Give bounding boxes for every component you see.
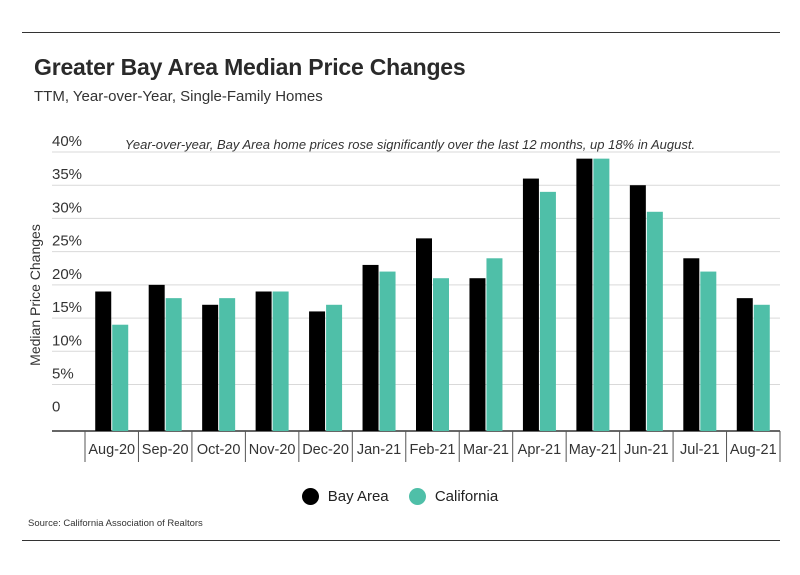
- bar-california: [379, 271, 396, 431]
- y-tick-label: 30%: [52, 199, 82, 216]
- source-note: Source: California Association of Realto…: [28, 518, 203, 529]
- bar-california: [700, 271, 717, 431]
- y-tick-label: 5%: [52, 366, 74, 383]
- x-tick-label: May-21: [569, 442, 617, 458]
- bar-bay-area: [255, 291, 272, 431]
- bar-california: [593, 158, 610, 431]
- bar-california: [219, 298, 236, 431]
- bar-bay-area: [736, 298, 753, 431]
- y-tick-label: 10%: [52, 332, 82, 349]
- x-tick-label: Aug-20: [88, 442, 135, 458]
- x-tick-label: Apr-21: [518, 442, 562, 458]
- x-tick-label: Dec-20: [302, 442, 349, 458]
- bar-bay-area: [148, 284, 165, 431]
- legend-item-bay-area: Bay Area: [301, 488, 389, 505]
- bar-bay-area: [309, 311, 326, 431]
- legend-swatch-bay-area: [301, 488, 319, 505]
- x-tick-label: Mar-21: [463, 442, 509, 458]
- bar-california: [646, 211, 663, 431]
- x-tick-label: Oct-20: [197, 442, 241, 458]
- top-rule: [22, 32, 780, 33]
- bar-california: [272, 291, 289, 431]
- chart-subtitle: TTM, Year-over-Year, Single-Family Homes: [34, 88, 323, 105]
- bar-bay-area: [469, 278, 486, 431]
- x-tick-label: Jul-21: [680, 442, 720, 458]
- chart-title: Greater Bay Area Median Price Changes: [34, 54, 466, 80]
- bar-bay-area: [629, 185, 646, 431]
- bar-california: [112, 324, 129, 431]
- bar-bay-area: [416, 238, 432, 431]
- bar-california: [539, 191, 556, 431]
- bar-california: [326, 304, 343, 431]
- y-tick-label: 20%: [52, 266, 82, 283]
- x-tick-label: Jan-21: [357, 442, 401, 458]
- legend-label-bay-area: Bay Area: [327, 488, 389, 505]
- x-tick-label: Aug-21: [730, 442, 777, 458]
- x-tick-label: Jun-21: [624, 442, 668, 458]
- chart-annotation: Year-over-year, Bay Area home prices ros…: [124, 137, 696, 152]
- y-tick-label: 0: [52, 399, 60, 416]
- y-tick-label: 40%: [52, 133, 82, 150]
- bottom-rule: [22, 540, 780, 541]
- x-tick-label: Sep-20: [142, 442, 189, 458]
- bar-california: [486, 258, 503, 431]
- bar-bay-area: [202, 304, 219, 431]
- x-tick-label: Nov-20: [249, 442, 296, 458]
- y-tick-label: 35%: [52, 166, 82, 183]
- bar-california: [753, 304, 770, 431]
- bar-bay-area: [522, 178, 539, 431]
- y-tick-label: 25%: [52, 233, 82, 250]
- x-tick-label: Feb-21: [410, 442, 456, 458]
- legend-label-california: California: [434, 488, 499, 505]
- bar-bay-area: [576, 158, 593, 431]
- legend-item-california: California: [408, 488, 499, 505]
- bar-bay-area: [362, 264, 379, 431]
- bar-california: [433, 278, 449, 431]
- bar-california: [165, 298, 182, 431]
- legend: Bay Area California: [0, 488, 800, 509]
- legend-swatch-california: [408, 488, 426, 505]
- bar-bay-area: [683, 258, 700, 431]
- y-tick-label: 15%: [52, 299, 82, 316]
- y-axis-title: Median Price Changes: [27, 224, 43, 366]
- bar-bay-area: [95, 291, 112, 431]
